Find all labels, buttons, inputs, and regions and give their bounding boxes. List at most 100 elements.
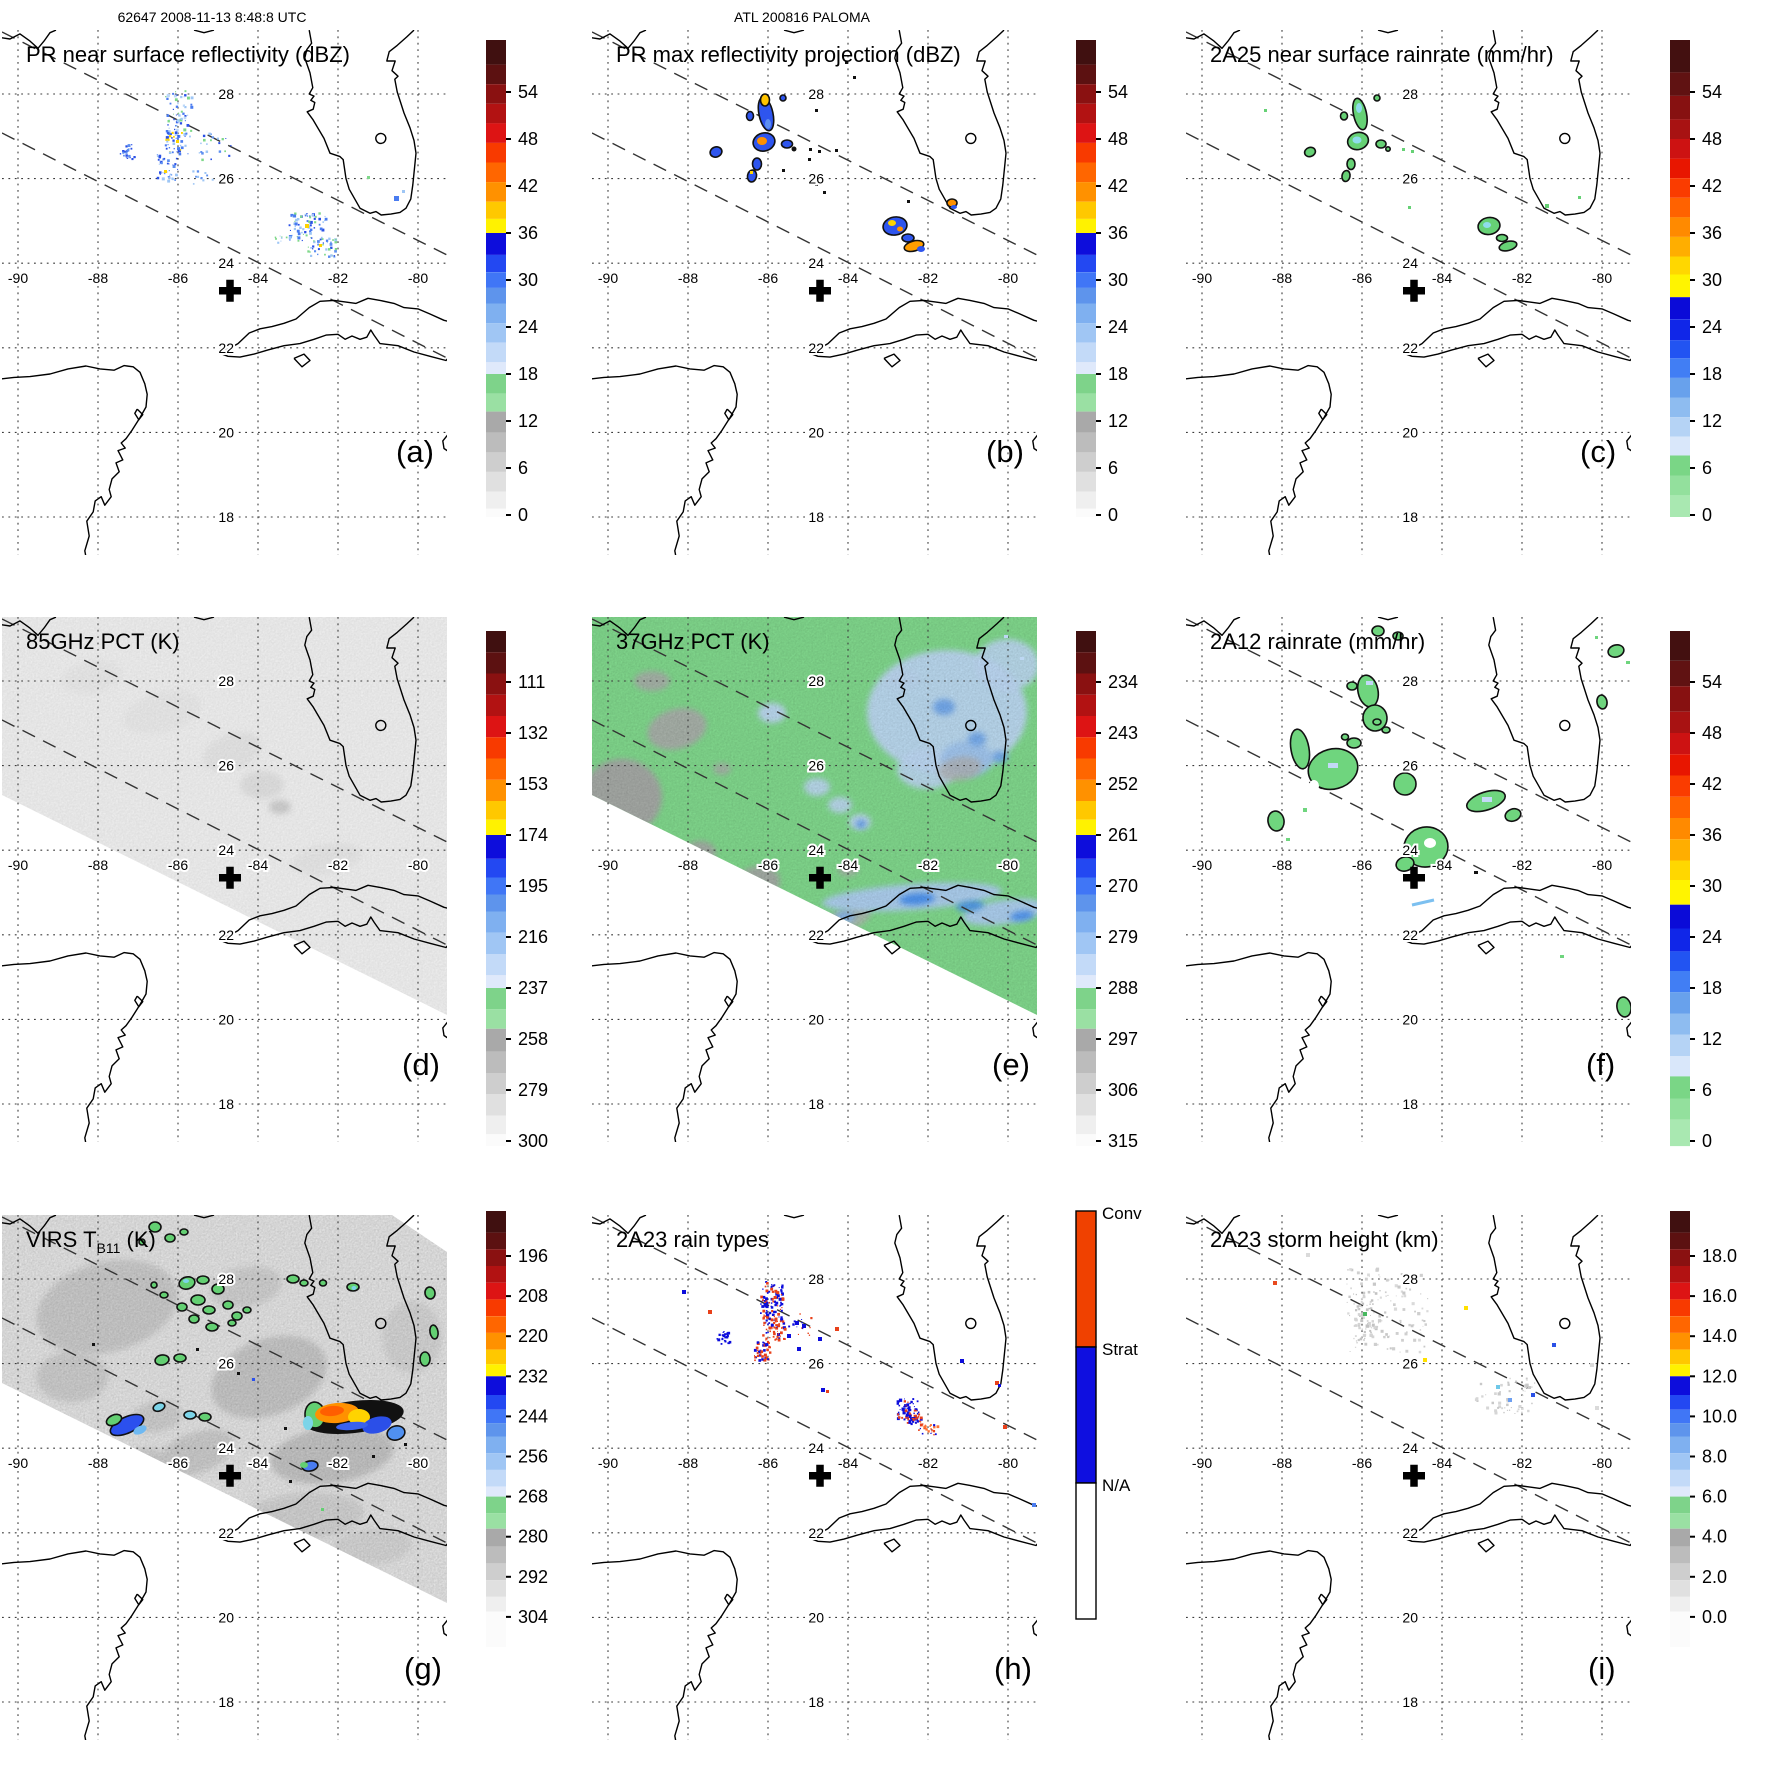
lat-label: 28 (808, 673, 824, 689)
coastline-mississippi-delta (1186, 30, 1241, 49)
coastline-isla-juventud (883, 1538, 901, 1553)
lake-okeechobee-outline (375, 132, 387, 145)
coastline-panhandle (783, 1215, 805, 1219)
lon-label: -88 (678, 857, 698, 873)
panel-e: -90 -88 -86 -84 -82 -80 28 26 24 22 20 18 37GHz PCT … (592, 617, 1138, 1151)
colorbar-tick-label: 18 (1108, 364, 1128, 384)
lon-label: -88 (1272, 1455, 1292, 1471)
panel-a-letter: (a) (396, 434, 434, 469)
colorbar-tick-label: 153 (518, 774, 548, 794)
lat-label: 24 (808, 842, 824, 858)
lat-label: 28 (808, 86, 824, 102)
pr-swath-edge-lines (592, 1216, 1037, 1544)
lon-label: -84 (838, 1455, 858, 1471)
panel-c-map: -90 -88 -86 -84 -82 -80 28 26 24 22 20 18 2A25 near … (1186, 30, 1631, 555)
colorbar-tick-label: 48 (1108, 129, 1128, 149)
colorbar-tick-label: 12.0 (1702, 1366, 1737, 1386)
panel-h-letter: (h) (994, 1651, 1032, 1686)
panel-f-map: -90 -88 -86 -84 -82 -80 28 26 24 22 20 18 2A12 rainr… (1186, 617, 1631, 1142)
coastline-florida (894, 617, 1007, 803)
coastline-yucatan (1186, 364, 1332, 555)
lon-label: -80 (998, 270, 1018, 286)
colorbar-tick-label: 304 (518, 1607, 548, 1627)
panel-e-title: 37GHz PCT (K) (616, 629, 770, 654)
graticule-labels: -90 -88 -86 -84 -82 -80 28 26 24 22 20 18 (596, 1269, 1020, 1712)
coastline-cuba (1403, 884, 1631, 949)
colorbar-tick-label: 0 (1702, 505, 1712, 525)
graticule-labels: -90 -88 -86 -84 -82 -80 28 26 24 22 20 18 (596, 671, 1020, 1114)
coastline-cuba (1403, 1482, 1631, 1547)
colorbar-tick-label: 111 (518, 672, 545, 692)
coastline-mississippi-delta (592, 1215, 647, 1234)
panel-i-data-field (1273, 1253, 1599, 1415)
lat-label: 20 (218, 1011, 234, 1027)
panel-i-letter: (i) (1588, 1651, 1616, 1686)
lat-label: 28 (218, 673, 234, 689)
overpass-id-timestamp: 62647 2008-11-13 8:48:8 UTC (118, 9, 307, 25)
lat-label: 24 (808, 1440, 824, 1456)
panel-c: -90 -88 -86 -84 -82 -80 28 26 24 22 20 18 2A25 near … (1186, 30, 1722, 555)
colorbar-tick-label: 174 (518, 825, 548, 845)
lon-label: -80 (408, 1455, 428, 1471)
lake-okeechobee-outline (965, 719, 977, 732)
graticule-labels: -90 -88 -86 -84 -82 -80 28 26 24 22 20 18 (6, 84, 430, 527)
colorbar-scale (1076, 631, 1096, 1146)
colorbar-tick-label: 30 (1702, 876, 1722, 896)
storm-center-marker (809, 279, 831, 302)
graticule (2, 30, 447, 555)
colorbar-tick-label: 24 (1702, 317, 1722, 337)
colorbar-tick-label: 10.0 (1702, 1406, 1737, 1426)
lake-okeechobee-outline (965, 1317, 977, 1330)
coastlines (1186, 617, 1631, 1142)
lat-label: 22 (1402, 927, 1418, 943)
lake-okeechobee-outline (1559, 1317, 1571, 1330)
colorbar-tick-label: 48 (1702, 129, 1722, 149)
lon-label: -80 (1592, 857, 1612, 873)
lat-label: 22 (1402, 340, 1418, 356)
coastline-mississippi-delta (2, 30, 57, 49)
panel-e-colorbar: 234 243 252 261 270 279 288 297 306 315 (1076, 631, 1138, 1151)
colorbar-tick-label: 42 (1702, 176, 1722, 196)
colorbar-tick-label: 16.0 (1702, 1286, 1737, 1306)
colorbar-tick-label: 256 (518, 1447, 548, 1467)
colorbar-tick-label: 297 (1108, 1029, 1138, 1049)
colorbar-tick-label: 18 (1702, 978, 1722, 998)
coastline-yucatan (2, 951, 148, 1142)
lat-label: 22 (218, 340, 234, 356)
lon-label: -82 (918, 1455, 938, 1471)
coastlines (2, 1215, 447, 1740)
colorbar-tick-label: 237 (518, 978, 548, 998)
lon-label: -84 (1432, 270, 1452, 286)
raintype-label: Strat (1102, 1340, 1138, 1359)
panel-i-map: -90 -88 -86 -84 -82 -80 28 26 24 22 20 18 2A23 storm… (1186, 1215, 1631, 1740)
colorbar-tick-label: 261 (1108, 825, 1138, 845)
coastline-yucatan (1186, 1549, 1332, 1740)
colorbar-tick-label: 306 (1108, 1080, 1138, 1100)
coastline-cozumel (1318, 995, 1328, 1008)
lat-label: 26 (1402, 171, 1418, 187)
lon-label: -84 (1432, 1455, 1452, 1471)
colorbar-tick-label: 292 (518, 1567, 548, 1587)
lat-label: 20 (808, 1609, 824, 1625)
graticule (592, 30, 1037, 555)
colorbar-tick-label: 280 (518, 1527, 548, 1547)
coastline-mississippi-delta (592, 30, 647, 49)
colorbar-tick-label: 24 (1702, 927, 1722, 947)
panel-a-colorbar: 54 48 42 36 30 24 18 12 6 0 (486, 40, 538, 525)
colorbar-tick-label: 36 (518, 223, 538, 243)
coastline-mississippi-delta (2, 1215, 57, 1234)
coastline-yucatan (592, 1549, 738, 1740)
colorbar-tick-label: 0 (518, 505, 528, 525)
graticule (1186, 1215, 1631, 1740)
colorbar-tick-label: 268 (518, 1487, 548, 1507)
colorbar-scale (486, 1211, 506, 1647)
colorbar-scale (1670, 1211, 1690, 1647)
graticule-labels: -90 -88 -86 -84 -82 -80 28 26 24 22 20 18 (1190, 1269, 1614, 1712)
lake-okeechobee-outline (965, 132, 977, 145)
lat-label: 24 (218, 255, 234, 271)
graticule (1186, 30, 1631, 555)
coastlines (1186, 1215, 1631, 1740)
colorbar-tick-label: 48 (518, 129, 538, 149)
graticule-labels: -90 -88 -86 -84 -82 -80 28 26 24 22 20 18 (1190, 671, 1614, 1114)
panel-b: -90 -88 -86 -84 -82 -80 28 26 24 22 20 18 PR max ref… (592, 30, 1128, 555)
